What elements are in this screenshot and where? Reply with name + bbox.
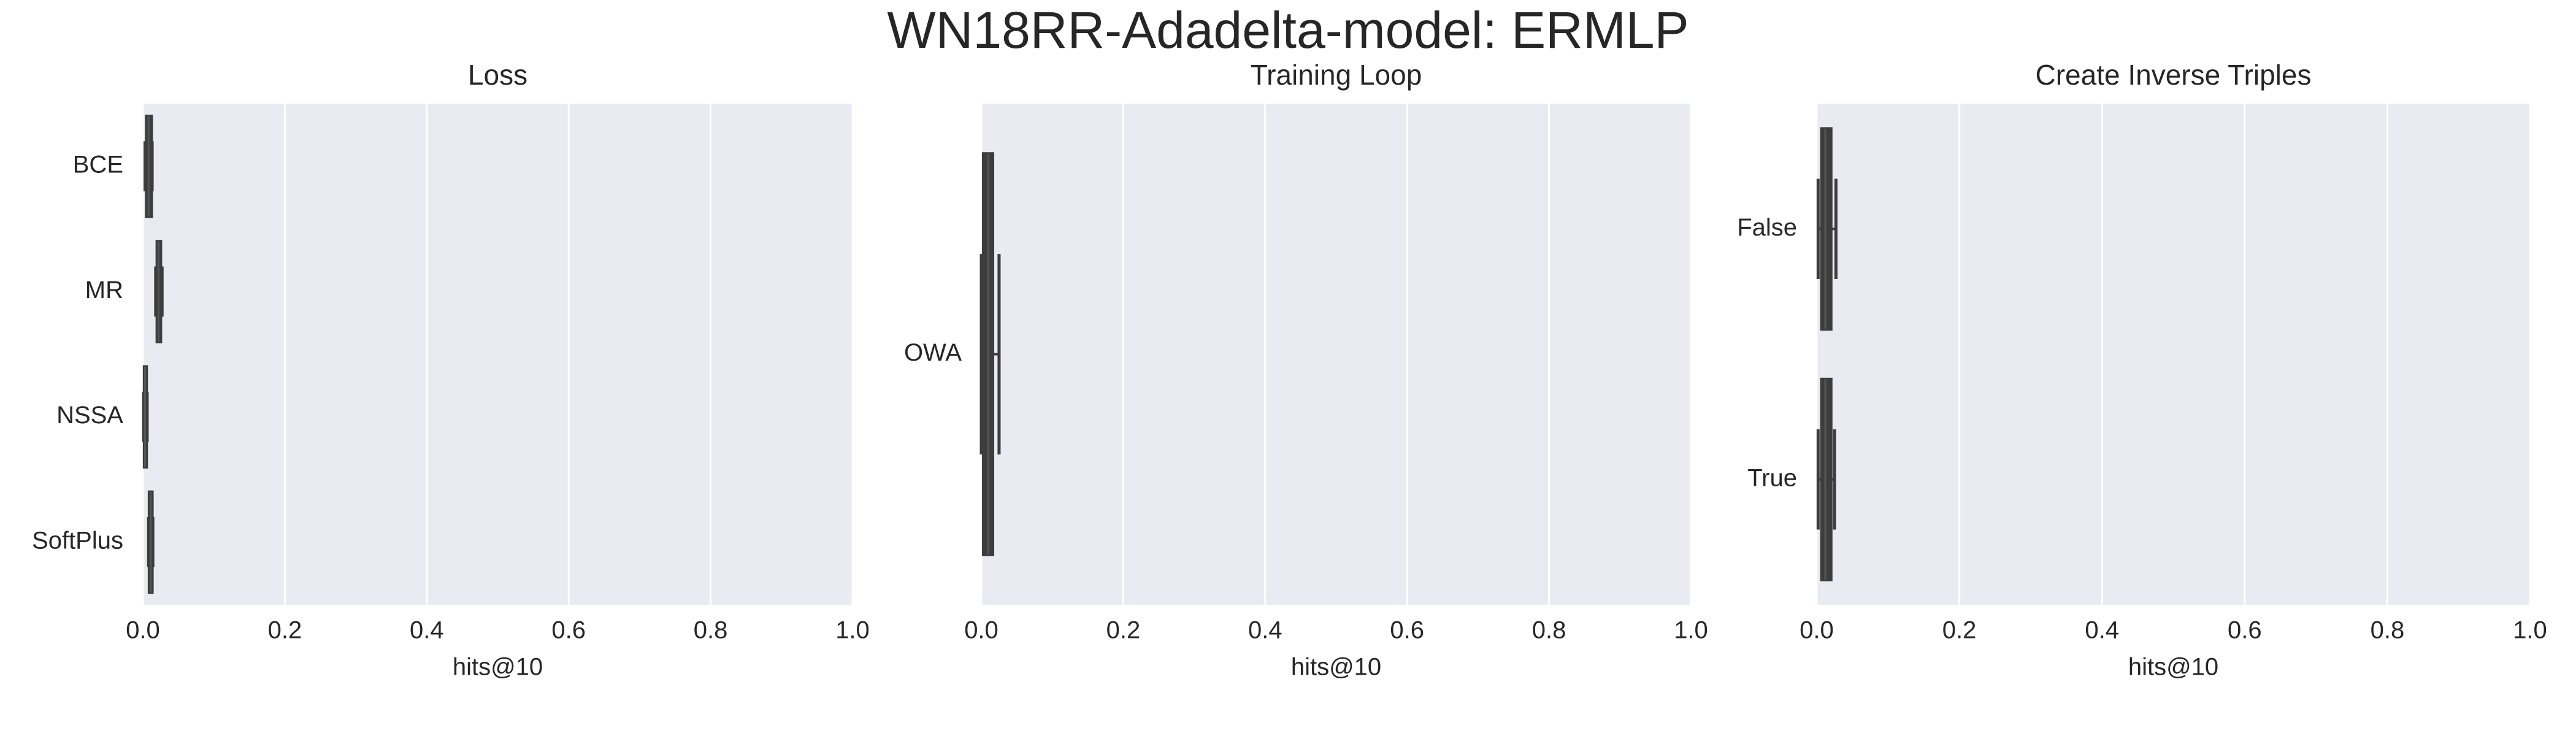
- x-tick-label: 0.6: [1390, 617, 1424, 644]
- x-tick-label: 0.0: [1800, 617, 1834, 644]
- panel: Create Inverse Triples hits@10 0.0 0.2 0.4 0.…: [1737, 59, 2547, 680]
- panel-title: Training Loop: [1251, 59, 1422, 91]
- y-tick-label: MR: [85, 277, 123, 304]
- box: [1820, 377, 1833, 581]
- y-tick-label: NSSA: [56, 402, 123, 429]
- box: [1820, 127, 1833, 331]
- x-tick-label: 1.0: [835, 617, 870, 644]
- panel-title: Loss: [468, 59, 527, 91]
- figure-title: WN18RR-Adadelta-model: ERMLP: [887, 1, 1689, 59]
- x-tick-label: 0.4: [410, 617, 444, 644]
- y-tick-label: True: [1747, 464, 1797, 491]
- panel-title: Create Inverse Triples: [2036, 59, 2312, 91]
- x-tick-label: 0.6: [2228, 617, 2262, 644]
- x-tick-label: 0.8: [1532, 617, 1566, 644]
- plot-background: [981, 104, 1691, 605]
- plot-background: [1817, 104, 2530, 605]
- x-tick-label: 0.0: [964, 617, 999, 644]
- x-tick-label: 0.4: [1248, 617, 1282, 644]
- x-tick-label: 1.0: [1674, 617, 1708, 644]
- y-tick-label: False: [1737, 214, 1797, 241]
- x-tick-label: 0.2: [1106, 617, 1141, 644]
- y-tick-label: BCE: [73, 151, 123, 178]
- x-tick-label: 1.0: [2513, 617, 2547, 644]
- y-tick-label: OWA: [904, 339, 962, 366]
- panel: Loss hits@10 0.0 0.2 0.4 0.6 0.8 1.0 BCE MR NSSA So…: [32, 59, 870, 680]
- x-tick-label: 0.0: [126, 617, 160, 644]
- x-tick-label: 0.2: [1942, 617, 1977, 644]
- x-tick-label: 0.8: [694, 617, 728, 644]
- plot-background: [143, 104, 853, 605]
- panel: Training Loop hits@10 0.0 0.2 0.4 0.6 0.8 1.0 OW…: [904, 59, 1708, 680]
- x-tick-label: 0.6: [551, 617, 586, 644]
- x-tick-label: 0.2: [268, 617, 302, 644]
- y-tick-label: SoftPlus: [32, 527, 123, 554]
- x-axis-label: hits@10: [453, 654, 543, 681]
- x-axis-label: hits@10: [1291, 654, 1381, 681]
- x-axis-label: hits@10: [2128, 654, 2218, 681]
- x-tick-label: 0.4: [2085, 617, 2119, 644]
- x-tick-label: 0.8: [2371, 617, 2405, 644]
